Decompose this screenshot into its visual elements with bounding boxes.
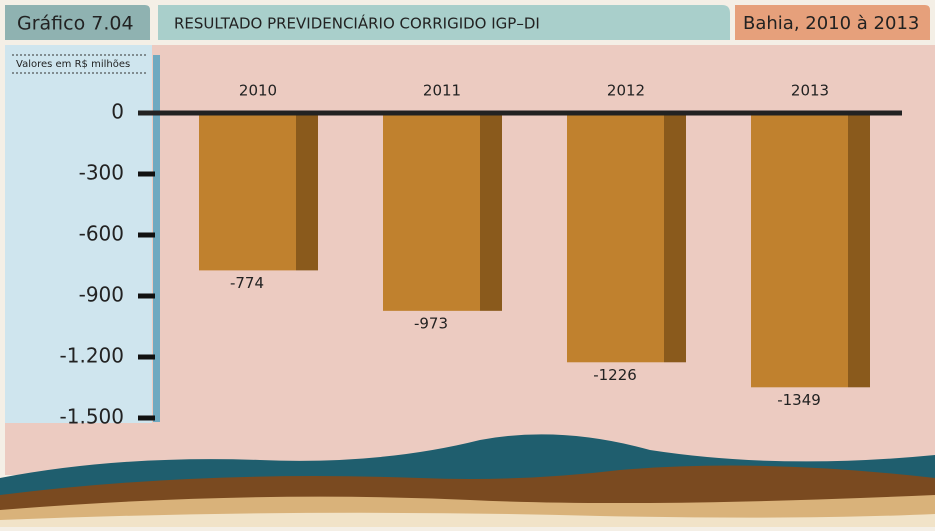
value-label: -973 [414, 314, 448, 332]
bar-side [480, 113, 502, 311]
y-axis-bar [153, 55, 160, 422]
bar [567, 113, 664, 362]
bar-side [848, 113, 870, 387]
x-tick-label: 2011 [423, 82, 461, 100]
y-tick-label: -600 [79, 222, 124, 246]
chart-subtitle: Bahia, 2010 à 2013 [743, 13, 919, 34]
x-tick-label: 2012 [607, 82, 645, 100]
page: {"chart_data": {"type": "bar", "label": … [0, 0, 935, 527]
bar-side [296, 113, 318, 270]
y-axis-label: Valores em R$ milhões [16, 59, 130, 70]
y-tick-label: -1.500 [60, 405, 124, 429]
value-label: -1226 [593, 366, 637, 384]
y-tick-label: 0 [111, 100, 124, 124]
chart: Gráfico 7.04 RESULTADO PREVIDENCIÁRIO CO… [0, 0, 935, 527]
y-tick-label: -900 [79, 283, 124, 307]
value-label: -774 [230, 274, 264, 292]
x-tick-label: 2013 [791, 82, 829, 100]
x-tick-label: 2010 [239, 82, 277, 100]
bar [199, 113, 296, 270]
y-tick-label: -300 [79, 161, 124, 185]
y-tick-label: -1.200 [60, 344, 124, 368]
bar [751, 113, 848, 387]
chart-title: RESULTADO PREVIDENCIÁRIO CORRIGIDO IGP–D… [174, 14, 540, 33]
value-label: -1349 [777, 391, 821, 409]
chart-label: Gráfico 7.04 [17, 13, 134, 35]
bar-side [664, 113, 686, 362]
bar [383, 113, 480, 311]
